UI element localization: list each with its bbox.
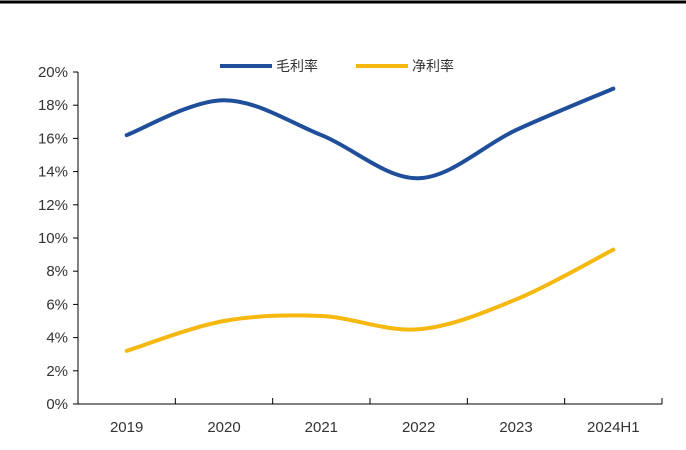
x-tick-label: 2022	[402, 419, 435, 436]
series-lines	[124, 86, 616, 353]
y-tick-label: 16%	[38, 130, 68, 147]
y-tick-label: 6%	[46, 296, 68, 313]
x-tick-label: 2023	[499, 419, 532, 436]
legend-label: 净利率	[412, 58, 454, 75]
x-axis: 2019 2020 2021 2022 2023 2024H1	[77, 398, 663, 436]
y-tick-label: 20%	[38, 64, 68, 81]
legend: 毛利率 净利率	[220, 58, 454, 75]
x-tick-label: 2024H1	[587, 419, 640, 436]
y-tick-label: 2%	[46, 363, 68, 380]
series-line-2	[124, 247, 616, 353]
y-tick-label: 12%	[38, 197, 68, 214]
series-line-1	[124, 86, 616, 181]
y-tick-label: 14%	[38, 164, 68, 181]
y-axis: 0% 2% 4% 6% 8% 10% 12% 14% 16% 18% 20%	[38, 64, 79, 413]
x-tick-label: 2019	[110, 419, 143, 436]
y-tick-label: 10%	[38, 230, 68, 247]
y-tick-label: 0%	[46, 396, 68, 413]
y-tick-label: 8%	[46, 263, 68, 280]
y-tick-label: 18%	[38, 97, 68, 114]
y-tick-label: 4%	[46, 330, 68, 347]
legend-label: 毛利率	[276, 58, 318, 75]
x-tick-label: 2020	[207, 419, 240, 436]
x-tick-label: 2021	[305, 419, 338, 436]
